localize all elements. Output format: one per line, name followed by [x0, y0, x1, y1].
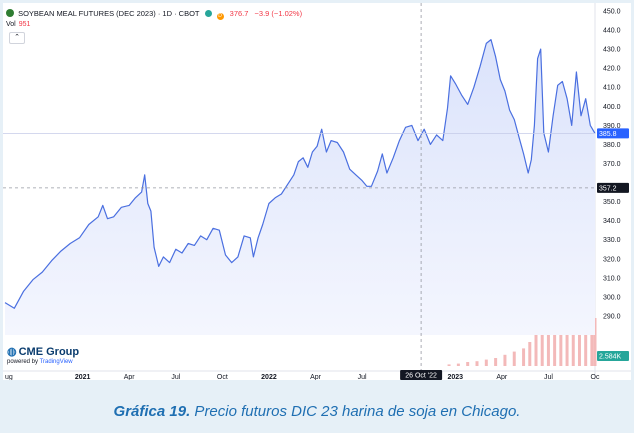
crosshair-date-tag-bg	[400, 370, 443, 380]
volume-bar	[593, 318, 597, 366]
chart-header: SOYBEAN MEAL FUTURES (DEC 2023) · 1D · C…	[6, 9, 302, 20]
cme-globe-icon: ◍	[7, 346, 17, 358]
volume-bar	[584, 306, 588, 366]
x-tick-label: 2022	[261, 374, 277, 380]
volume-bar	[553, 318, 557, 366]
y-tick-label: 440.0	[603, 28, 621, 35]
brand-name: CME Group	[18, 346, 80, 358]
y-tick-label: 380.0	[603, 142, 621, 149]
y-tick-label: 340.0	[603, 218, 621, 225]
volume-bar	[456, 363, 460, 366]
y-tick-label: 400.0	[603, 104, 621, 111]
volume-bar	[512, 351, 516, 366]
volume-bar	[447, 364, 451, 366]
cme-group-brand: ◍ CME Group powered by TradingView	[7, 345, 79, 365]
volume-tag: 2.584K	[599, 354, 622, 361]
x-tick-label: 2023	[447, 374, 463, 380]
chart-frame: 450.0 440.0 430.0 420.0 410.0 400.0 390.0 380.0…	[3, 3, 631, 380]
x-tick-label: Oct	[217, 374, 228, 380]
tradingview-link[interactable]: TradingView	[39, 359, 73, 365]
x-tick-label: Apr	[310, 374, 322, 380]
y-tick-label: 300.0	[603, 294, 621, 301]
volume-bar	[484, 359, 488, 366]
chevron-up-icon[interactable]: ⌃	[9, 32, 25, 44]
volume-value: 951	[18, 21, 31, 28]
data-delay-badge: D	[216, 13, 224, 20]
volume-bar	[503, 354, 507, 366]
last-price-tag: 385.8	[599, 131, 617, 138]
powered-prefix: powered by	[7, 359, 39, 365]
price-change: −3.9 (−1.02%)	[254, 9, 303, 18]
cbot-logo-icon	[6, 9, 14, 17]
current-price: 376.7	[229, 9, 249, 18]
volume-bar	[565, 315, 569, 366]
y-tick-label: 290.0	[603, 313, 621, 320]
price-line	[4, 39, 596, 309]
volume-bar	[540, 322, 544, 366]
x-tick-label: Jul	[171, 374, 180, 380]
volume-label: Vol	[6, 21, 16, 28]
caption-label: Gráfica 19.	[113, 403, 191, 420]
symbol-label[interactable]: SOYBEAN MEAL FUTURES (DEC 2023) · 1D · C…	[18, 9, 200, 18]
y-tick-label: 430.0	[603, 47, 621, 54]
y-tick-label: 320.0	[603, 256, 621, 263]
price-area-fill	[5, 39, 595, 335]
y-tick-label: 330.0	[603, 237, 621, 244]
volume-bar	[494, 358, 498, 366]
crosshair-price-tag-bg	[597, 182, 629, 193]
crosshair-date-tag: 26 Oct '22	[405, 373, 437, 380]
y-tick-label: 420.0	[603, 66, 621, 73]
price-chart[interactable]: 450.0 440.0 430.0 420.0 410.0 400.0 390.0 380.0…	[3, 3, 631, 380]
y-tick-label: 350.0	[603, 199, 621, 206]
y-tick-label: 370.0	[603, 161, 621, 168]
x-tick-label: 2021	[75, 374, 91, 380]
caption-text: Precio futuros DIC 23 harina de soja en …	[190, 403, 521, 420]
volume-bar	[559, 313, 563, 366]
y-tick-label: 410.0	[603, 85, 621, 92]
x-tick-label: Apr	[124, 374, 136, 380]
volume-bar	[528, 342, 532, 366]
market-status-icon	[205, 10, 213, 17]
y-tick-label: 310.0	[603, 275, 621, 282]
x-tick-label: Jul	[544, 374, 553, 380]
volume-bar	[475, 361, 479, 366]
volume-tag-bg	[597, 351, 629, 361]
x-tick-label: ug	[5, 374, 13, 380]
volume-bar	[546, 324, 550, 366]
volume-bar	[590, 311, 594, 366]
figure-caption: Gráfica 19. Precio futuros DIC 23 harina…	[0, 403, 634, 420]
volume-bar	[571, 308, 575, 366]
volume-legend[interactable]: Vol 951	[6, 21, 30, 28]
volume-bar	[534, 332, 538, 366]
y-tick-label: 450.0	[603, 9, 621, 16]
x-tick-label: Oc	[591, 374, 600, 380]
volume-bar	[522, 348, 526, 366]
y-tick-label: 390.0	[603, 123, 621, 130]
crosshair-price-tag: 357.2	[599, 185, 617, 192]
x-tick-label: Apr	[496, 374, 508, 380]
x-tick-label: Jul	[358, 374, 367, 380]
last-price-tag-bg	[597, 128, 629, 139]
volume-bar	[466, 362, 470, 366]
